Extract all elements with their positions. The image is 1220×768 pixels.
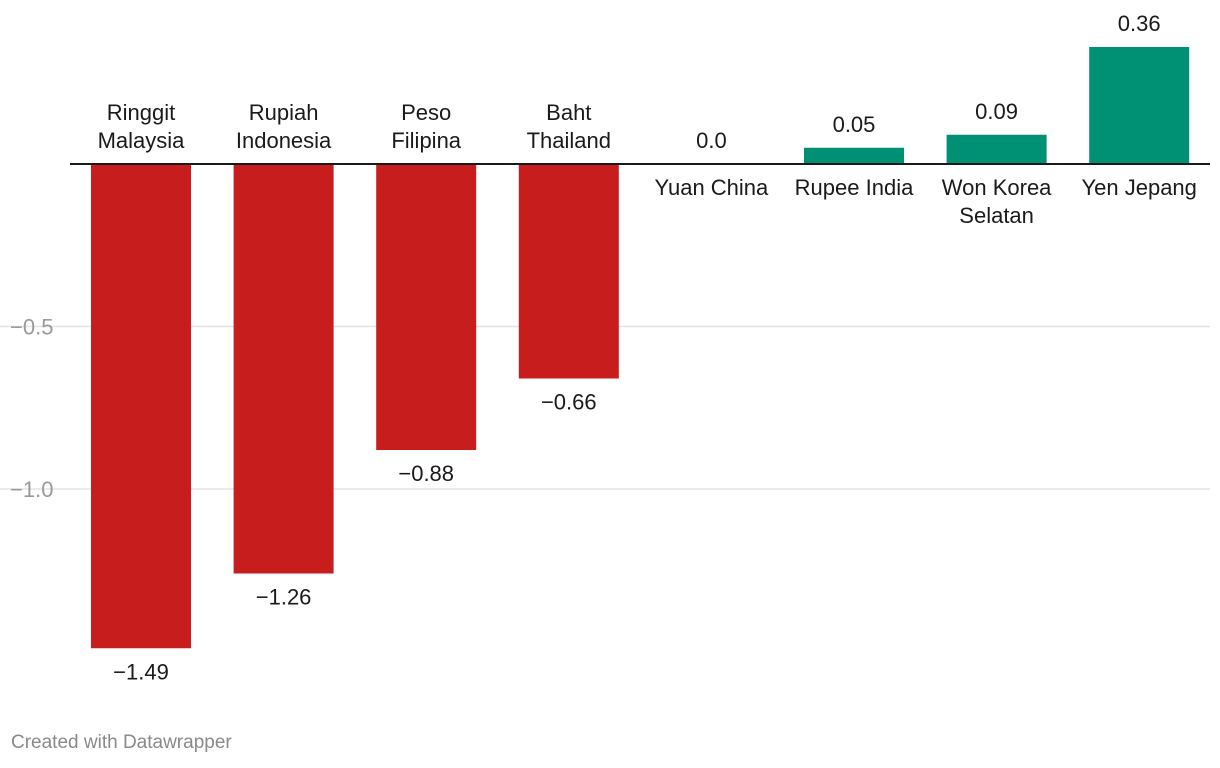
bar	[804, 147, 904, 164]
category-label: Thailand	[527, 128, 611, 153]
value-label: 0.05	[833, 112, 876, 137]
bar	[1089, 47, 1190, 164]
category-label: Won Korea	[942, 175, 1052, 200]
bar	[233, 164, 334, 574]
credit-text: Created with Datawrapper	[11, 732, 232, 753]
value-label: −1.26	[256, 585, 312, 610]
bar-chart: −0.5 −1.0 −1.49 Ringgit Malaysia −1.26 Rupiah I…	[0, 11, 1210, 684]
bar	[376, 164, 477, 450]
y-tick-label: −0.5	[10, 315, 53, 340]
category-label: Filipina	[391, 128, 461, 153]
category-label: Yuan China	[655, 175, 770, 200]
category-label: Rupee India	[795, 175, 914, 200]
category-label: Yen Jepang	[1081, 175, 1196, 200]
value-label: −0.66	[541, 390, 597, 415]
category-label: Peso	[401, 100, 451, 125]
category-label: Selatan	[959, 203, 1034, 228]
value-label: 0.09	[975, 99, 1018, 124]
bars	[91, 47, 1190, 649]
category-label: Malaysia	[98, 128, 186, 153]
category-label: Ringgit	[107, 100, 175, 125]
value-label: −1.49	[113, 659, 169, 684]
bar	[946, 134, 1047, 164]
value-label: 0.0	[696, 128, 727, 153]
y-tick-label: −1.0	[10, 477, 53, 502]
bar	[91, 164, 191, 649]
category-label: Indonesia	[236, 128, 332, 153]
category-label: Baht	[546, 100, 591, 125]
value-label: 0.36	[1118, 11, 1161, 36]
bar	[518, 164, 619, 379]
labels: −0.5 −1.0 −1.49 Ringgit Malaysia −1.26 Rupiah I…	[10, 11, 1197, 684]
value-label: −0.88	[398, 461, 454, 486]
category-label: Rupiah	[249, 100, 319, 125]
